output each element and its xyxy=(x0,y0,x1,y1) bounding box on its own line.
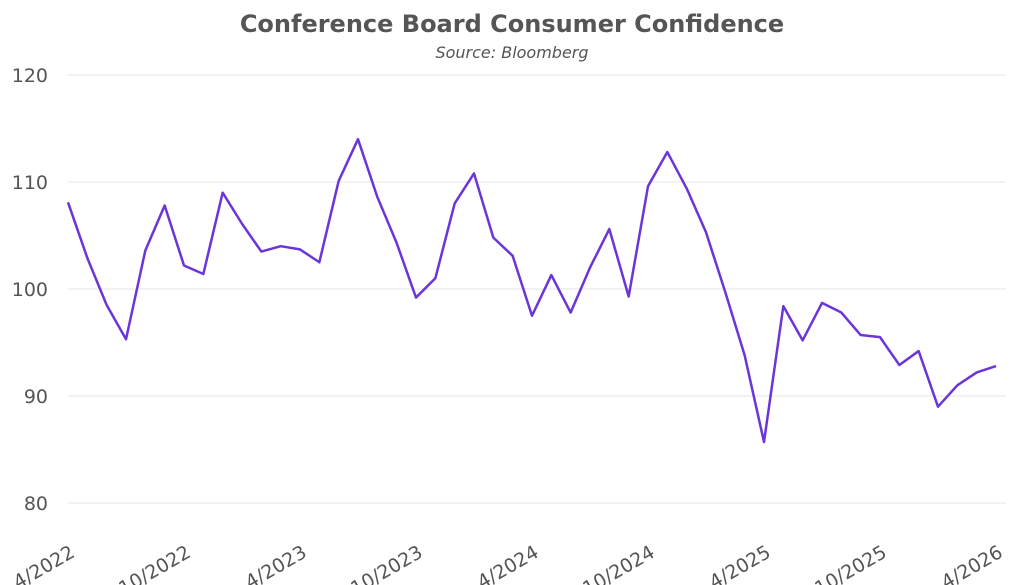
x-tick-label: 4/2024 xyxy=(474,541,543,585)
x-tick-label: 10/2022 xyxy=(115,541,194,585)
x-tick-label: 4/2026 xyxy=(938,541,1007,585)
y-tick-label: 90 xyxy=(24,386,48,408)
x-tick-label: 4/2025 xyxy=(706,541,775,585)
y-tick-label: 120 xyxy=(12,65,48,87)
y-tick-label: 100 xyxy=(12,279,48,301)
y-tick-label: 110 xyxy=(12,172,48,194)
line-series xyxy=(66,137,997,444)
x-tick-label: 4/2022 xyxy=(10,541,79,585)
chart-subtitle: Source: Bloomberg xyxy=(435,43,588,62)
x-tick-label: 10/2023 xyxy=(347,541,426,585)
chart-title: Conference Board Consumer Confidence xyxy=(240,10,784,38)
x-tick-label: 4/2023 xyxy=(242,541,311,585)
x-tick-label: 10/2024 xyxy=(579,541,658,585)
x-tick-label: 10/2025 xyxy=(811,541,890,585)
y-tick-label: 80 xyxy=(24,493,48,515)
